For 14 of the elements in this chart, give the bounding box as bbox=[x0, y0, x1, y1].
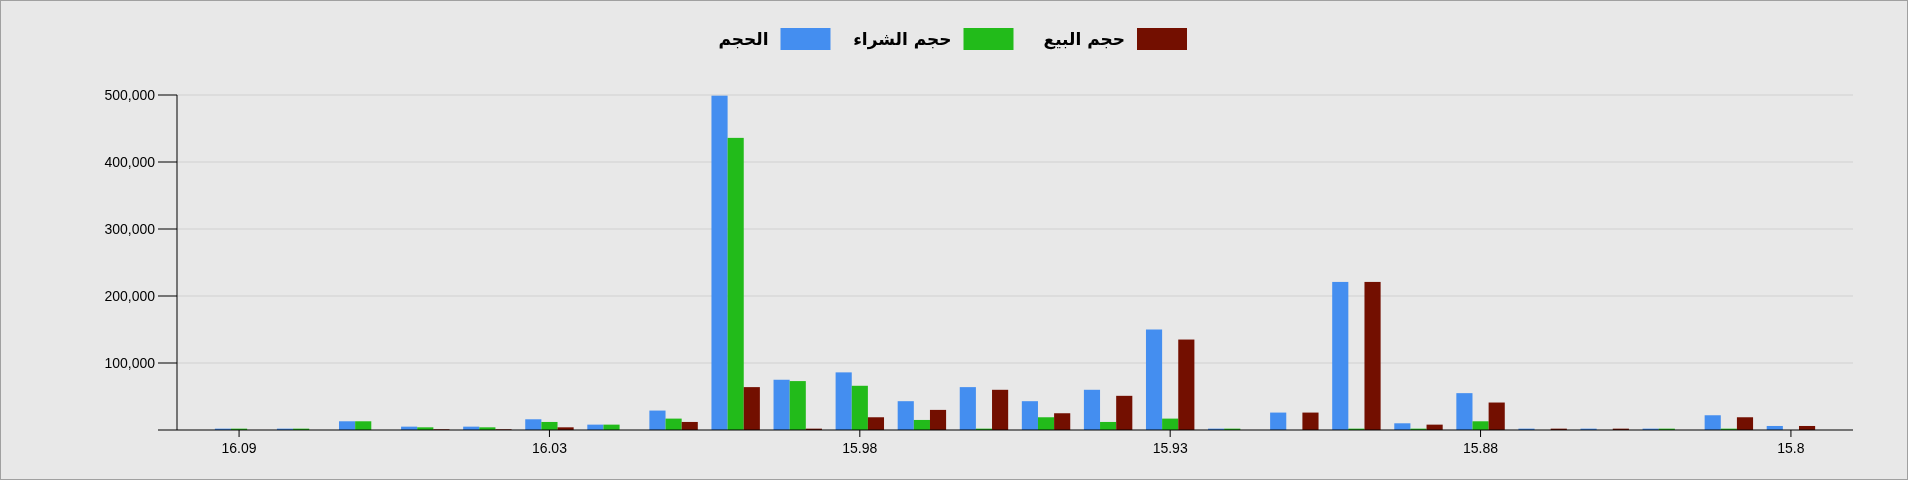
legend-label: حجم البيع bbox=[1043, 29, 1125, 50]
x-tick-label: 16.09 bbox=[221, 440, 257, 456]
y-tick-label: 200,000 bbox=[104, 287, 156, 304]
legend-label: الحجم bbox=[718, 29, 769, 49]
y-tick-label: 500,000 bbox=[104, 86, 156, 103]
x-tick-label: 15.93 bbox=[1152, 440, 1188, 456]
x-tick-label: 15.88 bbox=[1463, 440, 1499, 456]
y-tick-label: 400,000 bbox=[104, 153, 156, 170]
x-tick-label: 16.03 bbox=[531, 440, 568, 456]
x-tick-label: 15.8 bbox=[1777, 440, 1805, 456]
y-tick-label: 100,000 bbox=[104, 354, 156, 371]
y-tick-label: 300,000 bbox=[104, 220, 156, 237]
x-tick-label: 15.98 bbox=[842, 440, 878, 456]
legend-label: حجم الشراء bbox=[853, 29, 952, 50]
